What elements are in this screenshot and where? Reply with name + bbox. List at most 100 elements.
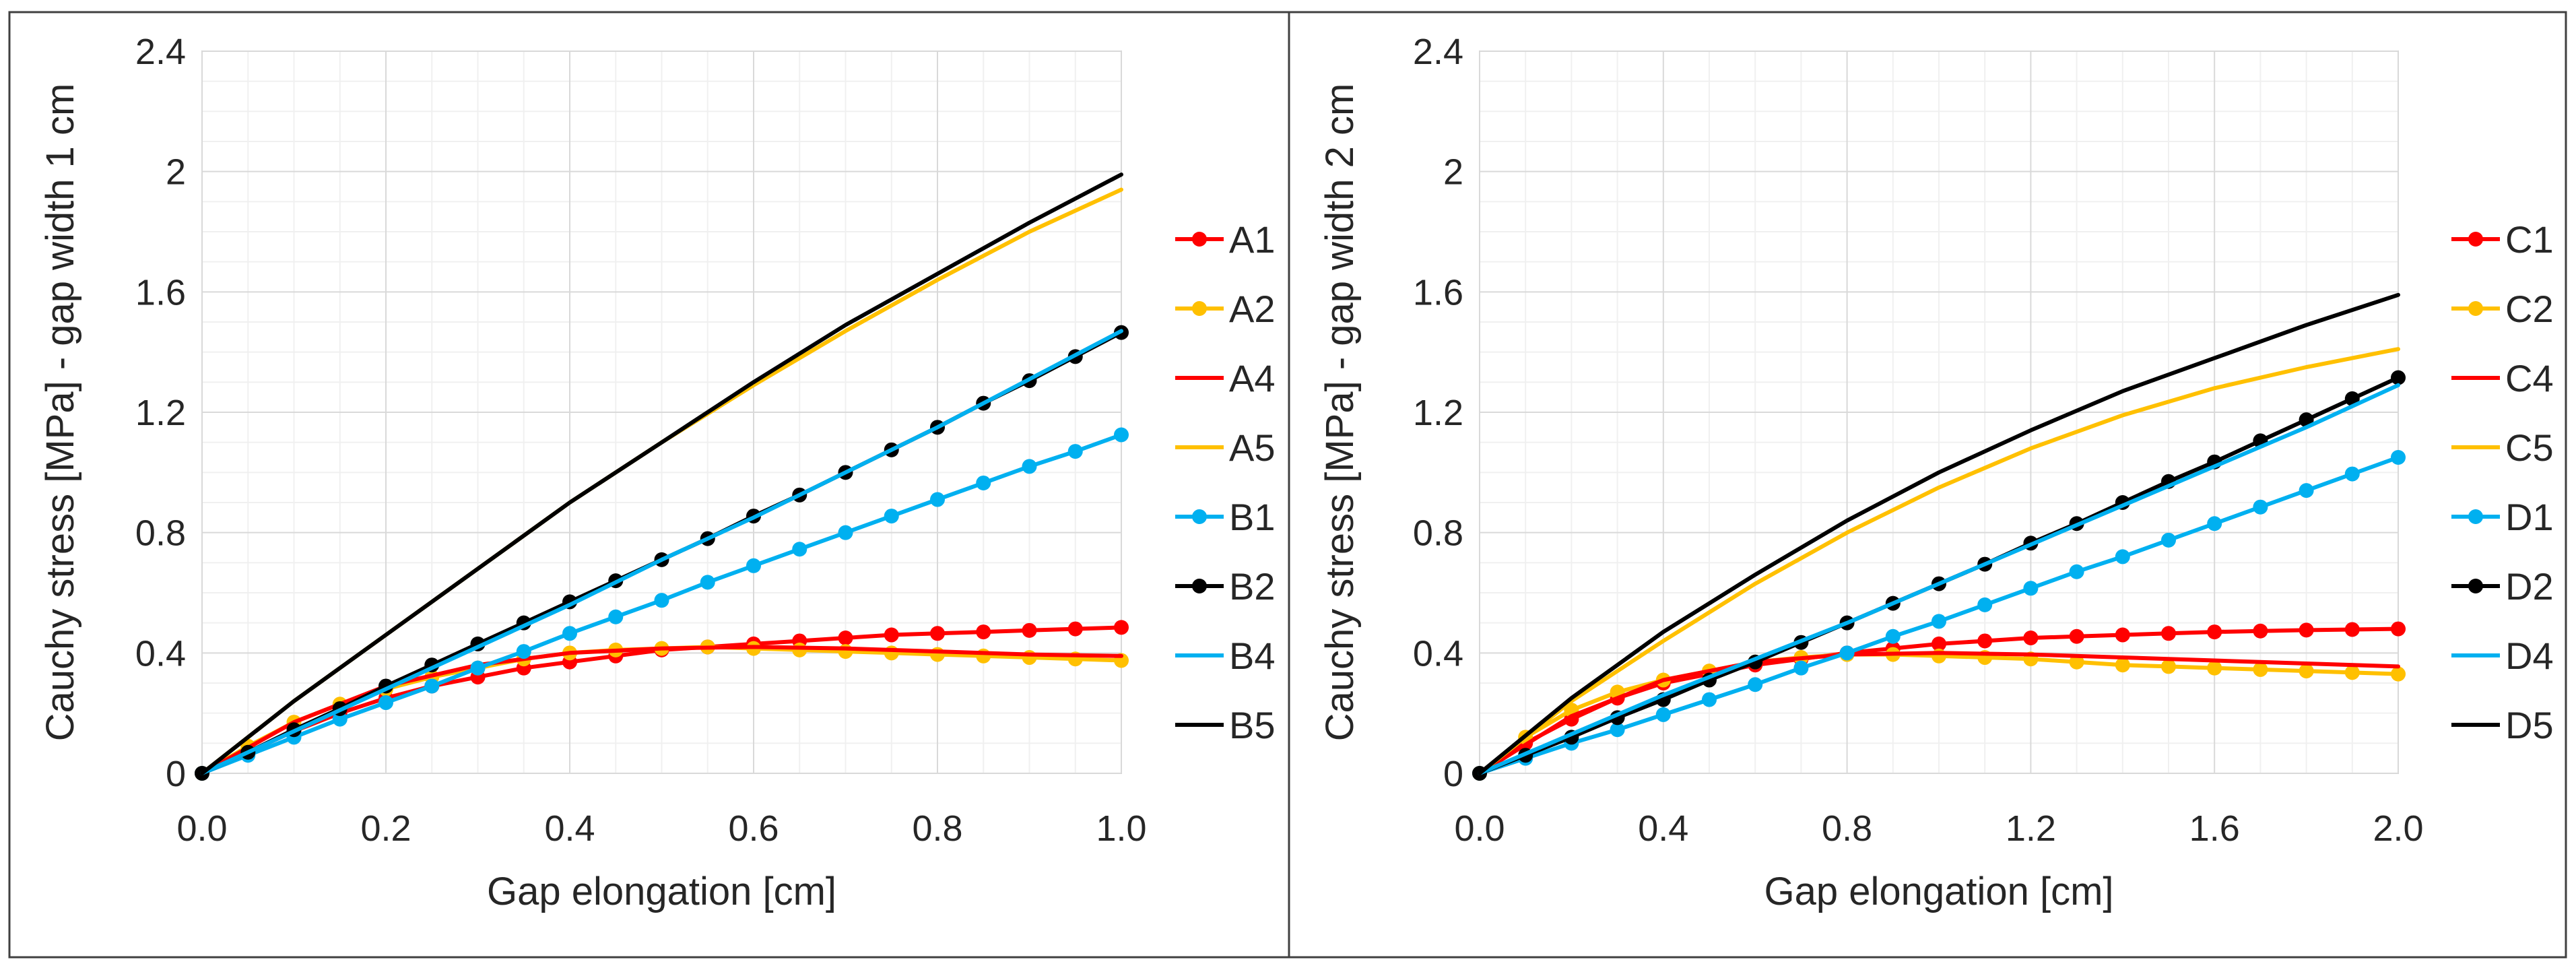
- series-line-C5: [1478, 347, 2400, 775]
- data-point-C1: [2207, 624, 2222, 640]
- y-tick-label: 1.2: [1413, 393, 1463, 433]
- legend: A1 A2 A4 A5 B1 B2 B4 B5: [1175, 218, 1276, 746]
- series-line-D5: [1478, 292, 2400, 775]
- y-tick-label: 2.4: [135, 32, 186, 72]
- data-point-C1: [2344, 622, 2360, 637]
- data-point-D1: [2299, 483, 2314, 498]
- legend-marker: [2468, 509, 2483, 524]
- legend-marker: [2468, 232, 2483, 247]
- legend-item-A5: A5: [1175, 426, 1276, 469]
- legend-marker: [2468, 301, 2483, 316]
- data-point-B1: [332, 711, 348, 727]
- data-point-D1: [1748, 677, 1763, 692]
- data-point-B1: [562, 626, 577, 641]
- legend-label: B4: [1229, 635, 1276, 677]
- chart-panel-left: 0 0.4 0.8 1.2 1.6 2 2.4 0.0 0.2 0.4 0.6 0.8 1.0 Gap e…: [8, 11, 1290, 959]
- panel-frame: [1288, 11, 2567, 959]
- legend: C1 C2 C4 C5 D1 D2 D4 D5: [2451, 218, 2554, 746]
- legend-marker: [1192, 579, 1207, 593]
- legend-item-C2: C2: [2451, 288, 2554, 330]
- legend-item-C4: C4: [2451, 357, 2554, 399]
- data-point-B1: [516, 644, 531, 659]
- y-tick-label: 2: [1443, 152, 1463, 193]
- legend-item-B1: B1: [1175, 496, 1276, 538]
- x-tick-label: 0.4: [1638, 808, 1688, 849]
- legend-label: B5: [1229, 704, 1276, 746]
- data-point-A1: [1067, 621, 1083, 637]
- data-point-A1: [1022, 622, 1037, 638]
- legend-item-D4: D4: [2451, 635, 2554, 677]
- legend-item-D1: D1: [2451, 496, 2554, 538]
- legend-item-A4: A4: [1175, 357, 1276, 399]
- x-tick-label: 0.8: [912, 808, 962, 849]
- data-point-D1: [1702, 692, 1717, 707]
- series-line-B5: [200, 172, 1123, 775]
- y-tick-label: 0: [1443, 754, 1463, 794]
- data-point-C2: [2253, 662, 2268, 677]
- data-point-C1: [1977, 633, 1993, 649]
- data-point-A2: [838, 644, 853, 659]
- data-point-A1: [1114, 620, 1129, 635]
- data-point-B1: [976, 475, 991, 490]
- data-point-B1: [654, 593, 669, 608]
- legend-label: B2: [1229, 565, 1276, 608]
- series-B4: [200, 329, 1123, 775]
- series-C4: [1478, 651, 2400, 775]
- data-point-D1: [2391, 450, 2406, 465]
- legend-item-A2: A2: [1175, 288, 1276, 330]
- data-point-B1: [838, 525, 853, 540]
- y-tick-label: 1.6: [135, 272, 186, 313]
- legend-label: D4: [2505, 635, 2554, 677]
- data-point-B1: [608, 609, 624, 624]
- data-point-C2: [2161, 659, 2176, 674]
- data-point-B1: [700, 575, 715, 590]
- series-line-A4: [200, 645, 1123, 775]
- legend-marker: [1192, 232, 1207, 247]
- data-point-D1: [1793, 660, 1809, 676]
- data-point-D1: [2161, 532, 2176, 548]
- legend-item-D2: D2: [2451, 565, 2554, 608]
- data-point-C1: [2023, 631, 2039, 645]
- data-point-D1: [1839, 645, 1855, 661]
- data-point-B1: [930, 492, 945, 507]
- data-point-D1: [1610, 722, 1625, 738]
- legend-item-B4: B4: [1175, 635, 1276, 677]
- data-point-C2: [2344, 665, 2360, 680]
- legend-item-B2: B2: [1175, 565, 1276, 608]
- y-axis-title: Cauchy stress [MPa] - gap width 1 cm: [38, 84, 82, 742]
- data-point-D1: [1931, 614, 1946, 629]
- data-point-B1: [884, 509, 899, 524]
- data-point-C1: [2299, 622, 2314, 638]
- series-line-C4: [1478, 651, 2400, 775]
- y-tick-label: 1.6: [1413, 272, 1463, 313]
- series-C5: [1478, 347, 2400, 775]
- data-point-D1: [2207, 516, 2222, 531]
- data-point-C2: [2299, 664, 2314, 679]
- data-point-B1: [470, 660, 486, 676]
- data-point-D1: [2344, 466, 2360, 482]
- data-point-C2: [2207, 660, 2222, 676]
- x-tick-label: 0.4: [544, 808, 595, 849]
- y-tick-label: 2: [166, 152, 186, 193]
- data-point-C1: [1931, 636, 1946, 651]
- data-point-D1: [1977, 597, 1993, 612]
- data-point-B1: [746, 558, 761, 573]
- x-tick-label: 0.2: [360, 808, 411, 849]
- legend-label: A5: [1229, 426, 1276, 469]
- x-axis-title: Gap elongation [cm]: [487, 870, 836, 913]
- data-point-C1: [2161, 626, 2176, 641]
- data-point-D1: [1655, 707, 1671, 722]
- series-line-B4: [200, 329, 1123, 775]
- data-point-C1: [2391, 621, 2406, 637]
- data-point-B1: [1022, 459, 1037, 474]
- data-point-A1: [930, 626, 945, 641]
- data-point-A1: [884, 627, 899, 643]
- y-tick-label: 0: [166, 754, 186, 794]
- data-point-A2: [792, 642, 807, 657]
- y-tick-label: 0.4: [135, 633, 186, 674]
- y-tick-label: 2.4: [1413, 32, 1463, 72]
- series-D4: [1478, 383, 2400, 775]
- legend-item-D5: D5: [2451, 704, 2554, 746]
- legend-label: C4: [2505, 357, 2554, 399]
